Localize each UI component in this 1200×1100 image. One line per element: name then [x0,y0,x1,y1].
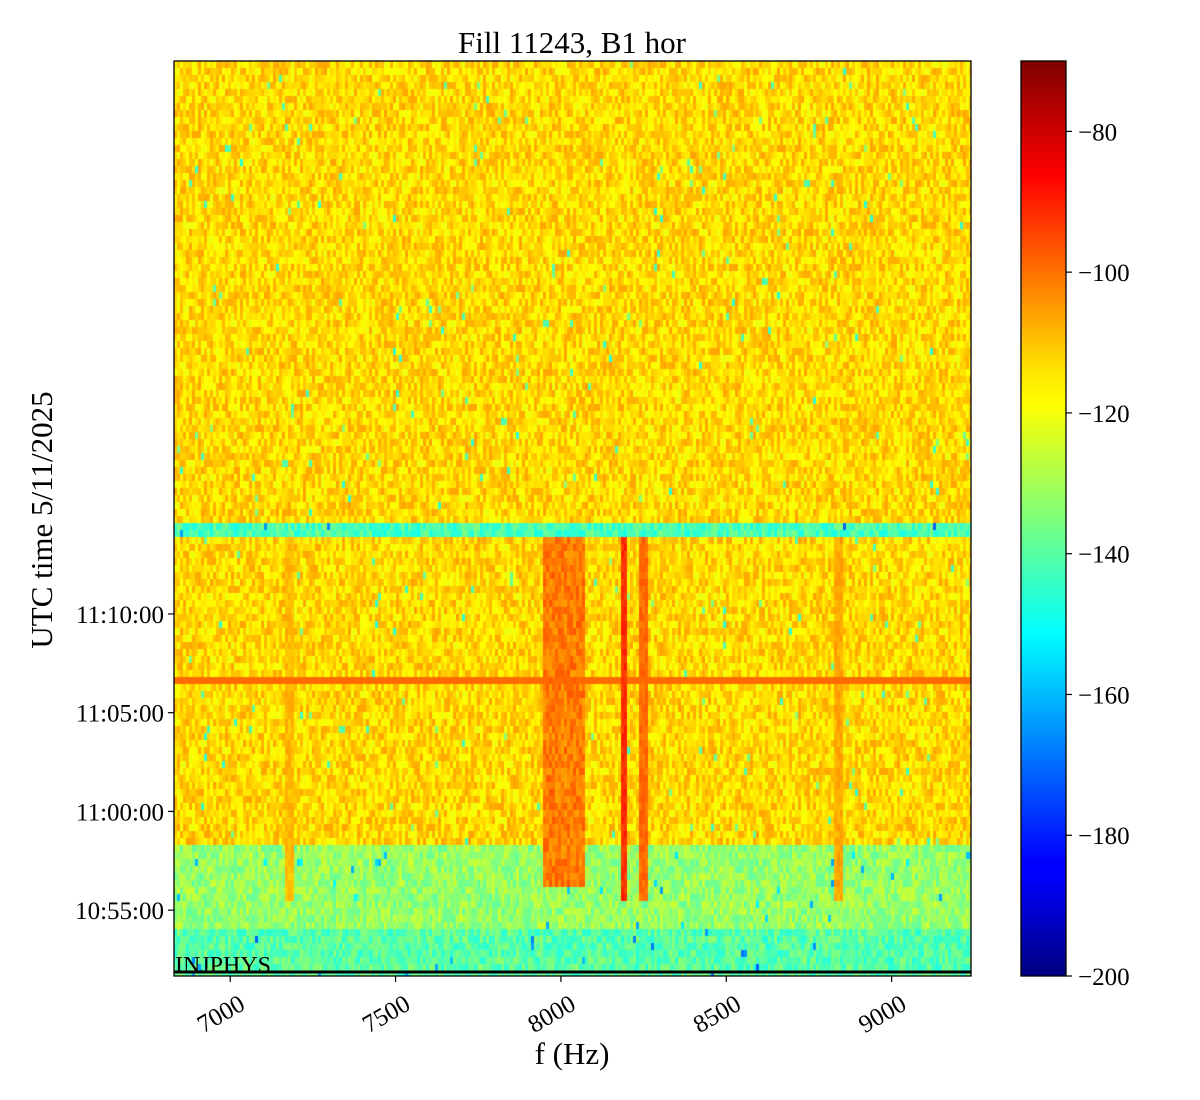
x-axis-label: f (Hz) [535,1036,610,1071]
x-tick-label: 7500 [358,990,415,1038]
heatmap-raster [174,61,971,976]
colorbar: −80 −100 −120 −140 −160 −180 −200 [1020,60,1130,991]
plot-frame [173,60,972,977]
colorbar-tick-label: −140 [1078,542,1130,569]
y-axis-label: UTC time 5/11/2025 [24,391,59,648]
y-tick-label: 10:55:00 [75,898,164,925]
colorbar-tick-label: −120 [1078,401,1130,428]
x-tick-label: 7000 [193,990,250,1038]
y-tick-label: 11:00:00 [76,799,164,826]
colorbar-gradient [1020,60,1067,977]
y-tick-label: 11:05:00 [76,701,164,728]
heatmap-plot-area [173,60,972,977]
injphys-annotation: INJPHYS [175,953,271,979]
y-tick-label: 11:10:00 [76,602,164,629]
colorbar-tick-label: −160 [1078,682,1130,709]
x-tick-label: 8000 [524,990,581,1038]
x-axis-ticks: 7000 7500 8000 8500 9000 [193,976,911,1039]
colorbar-tick-label: −100 [1078,260,1130,287]
x-tick-label: 9000 [854,990,911,1038]
y-axis-ticks: 10:55:00 11:00:00 11:05:00 11:10:00 [75,602,174,925]
chart-title: Fill 11243, B1 hor [458,25,687,60]
x-tick-label: 8500 [689,990,746,1038]
colorbar-tick-label: −80 [1078,119,1117,146]
colorbar-ticks: −80 −100 −120 −140 −160 −180 −200 [1066,119,1130,991]
colorbar-tick-label: −180 [1078,823,1130,850]
colorbar-tick-label: −200 [1078,964,1130,991]
